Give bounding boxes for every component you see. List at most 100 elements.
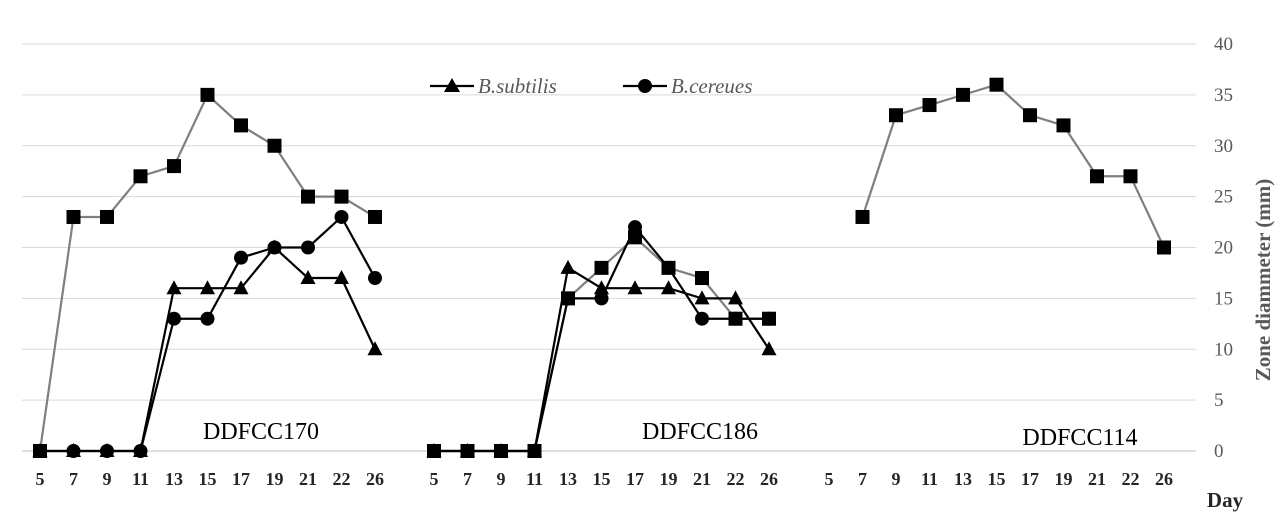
x-tick-label: 17 — [626, 469, 644, 489]
x-tick-label: 22 — [1122, 469, 1140, 489]
series-bcereues-line — [40, 215, 376, 453]
y-tick-label: 40 — [1214, 34, 1233, 55]
x-tick-label: 26 — [366, 469, 384, 489]
square-marker — [889, 108, 903, 123]
group-label: DDFCC114 — [1022, 425, 1137, 451]
x-tick-label: 11 — [921, 469, 938, 489]
x-tick-label: 9 — [892, 469, 901, 489]
square-marker — [594, 260, 609, 275]
square-marker — [334, 189, 349, 204]
circle-marker — [427, 444, 441, 458]
series-square-line — [38, 93, 376, 452]
circle-marker — [33, 444, 47, 458]
triangle-marker — [334, 270, 349, 285]
y-tick-label: 25 — [1214, 187, 1233, 208]
x-tick-label: 19 — [1055, 469, 1073, 489]
x-tick-label: 21 — [693, 469, 711, 489]
y-tick-label: 0 — [1214, 441, 1224, 462]
circle-marker — [494, 444, 508, 458]
group-label: DDFCC170 — [203, 419, 319, 445]
triangle-marker — [300, 270, 316, 285]
square-marker — [1123, 169, 1138, 184]
circle-marker — [234, 250, 248, 265]
triangle-marker — [661, 280, 676, 295]
circle-marker — [200, 311, 215, 326]
legend: B.subtilis B.cereues — [430, 74, 752, 98]
legend-item-bsubtilis: B.subtilis — [430, 74, 557, 98]
x-tick-label: 9 — [497, 469, 506, 489]
square-marker — [267, 138, 282, 153]
triangle-marker — [627, 280, 643, 295]
triangle-marker — [560, 259, 576, 274]
x-tick-label: 13 — [954, 469, 972, 489]
square-marker — [1056, 118, 1071, 133]
legend-circle-marker — [638, 79, 652, 93]
circle-marker — [661, 260, 676, 275]
x-tick-label: 21 — [1088, 469, 1106, 489]
legend-label-bsubtilis: B.subtilis — [478, 74, 557, 98]
x-tick-label: 26 — [1155, 469, 1173, 489]
x-tick-label: 9 — [103, 469, 112, 489]
triangle-marker — [166, 280, 182, 295]
y-tick-label: 5 — [1214, 390, 1224, 411]
circle-marker — [133, 444, 148, 458]
square-marker — [234, 118, 248, 133]
triangle-marker — [694, 290, 710, 305]
y-tick-label: 15 — [1214, 288, 1233, 309]
square-marker — [368, 209, 382, 224]
axis-ticks: 0 5 10 15 20 25 30 35 40 5 7 9 11 13 15 17 19 21 22 26 5 7 9 11… — [36, 34, 1234, 489]
x-tick-label: 5 — [430, 469, 439, 489]
x-tick-label: 17 — [1021, 469, 1039, 489]
x-tick-label: 15 — [199, 469, 217, 489]
square-marker — [1023, 108, 1037, 123]
circle-marker — [561, 291, 575, 306]
square-marker — [1090, 169, 1104, 184]
circle-marker — [100, 444, 114, 458]
x-tick-label: 13 — [559, 469, 577, 489]
x-tick-label: 5 — [36, 469, 45, 489]
x-tick-label: 22 — [727, 469, 745, 489]
x-axis-title: Day — [1207, 488, 1244, 512]
y-tick-label: 20 — [1214, 238, 1233, 259]
x-tick-label: 15 — [593, 469, 611, 489]
plot-area — [32, 77, 1171, 458]
legend-triangle-marker — [444, 78, 460, 92]
x-tick-label: 21 — [299, 469, 317, 489]
x-tick-label: 11 — [132, 469, 149, 489]
circle-marker — [368, 271, 382, 286]
square-marker — [167, 159, 181, 174]
square-marker — [855, 209, 870, 224]
square-marker — [100, 209, 114, 224]
triangle-marker — [728, 290, 743, 305]
y-tick-label: 35 — [1214, 85, 1233, 106]
triangle-marker — [233, 280, 249, 295]
circle-marker — [66, 444, 81, 458]
x-tick-label: 5 — [825, 469, 834, 489]
x-tick-label: 15 — [988, 469, 1006, 489]
x-tick-label: 13 — [165, 469, 183, 489]
circle-marker — [334, 209, 349, 224]
triangle-marker — [594, 280, 609, 295]
circle-marker — [460, 444, 475, 458]
x-tick-label: 11 — [526, 469, 543, 489]
circle-marker — [728, 311, 743, 326]
series-square-line — [861, 83, 1165, 248]
square-marker — [695, 271, 709, 286]
circle-marker — [527, 444, 542, 458]
circle-marker — [267, 240, 282, 255]
legend-label-bcereues: B.cereues — [671, 74, 752, 98]
x-tick-label: 19 — [266, 469, 284, 489]
square-marker — [956, 87, 970, 102]
y-tick-label: 30 — [1214, 136, 1233, 157]
x-tick-label: 7 — [69, 469, 78, 489]
circle-marker — [695, 311, 709, 326]
square-marker — [66, 209, 81, 224]
x-tick-label: 7 — [463, 469, 472, 489]
square-marker — [922, 98, 937, 113]
square-marker — [200, 87, 215, 102]
legend-item-bcereues: B.cereues — [623, 74, 752, 98]
circle-marker — [167, 311, 181, 326]
triangle-marker — [200, 280, 215, 295]
triangle-marker — [367, 341, 383, 356]
